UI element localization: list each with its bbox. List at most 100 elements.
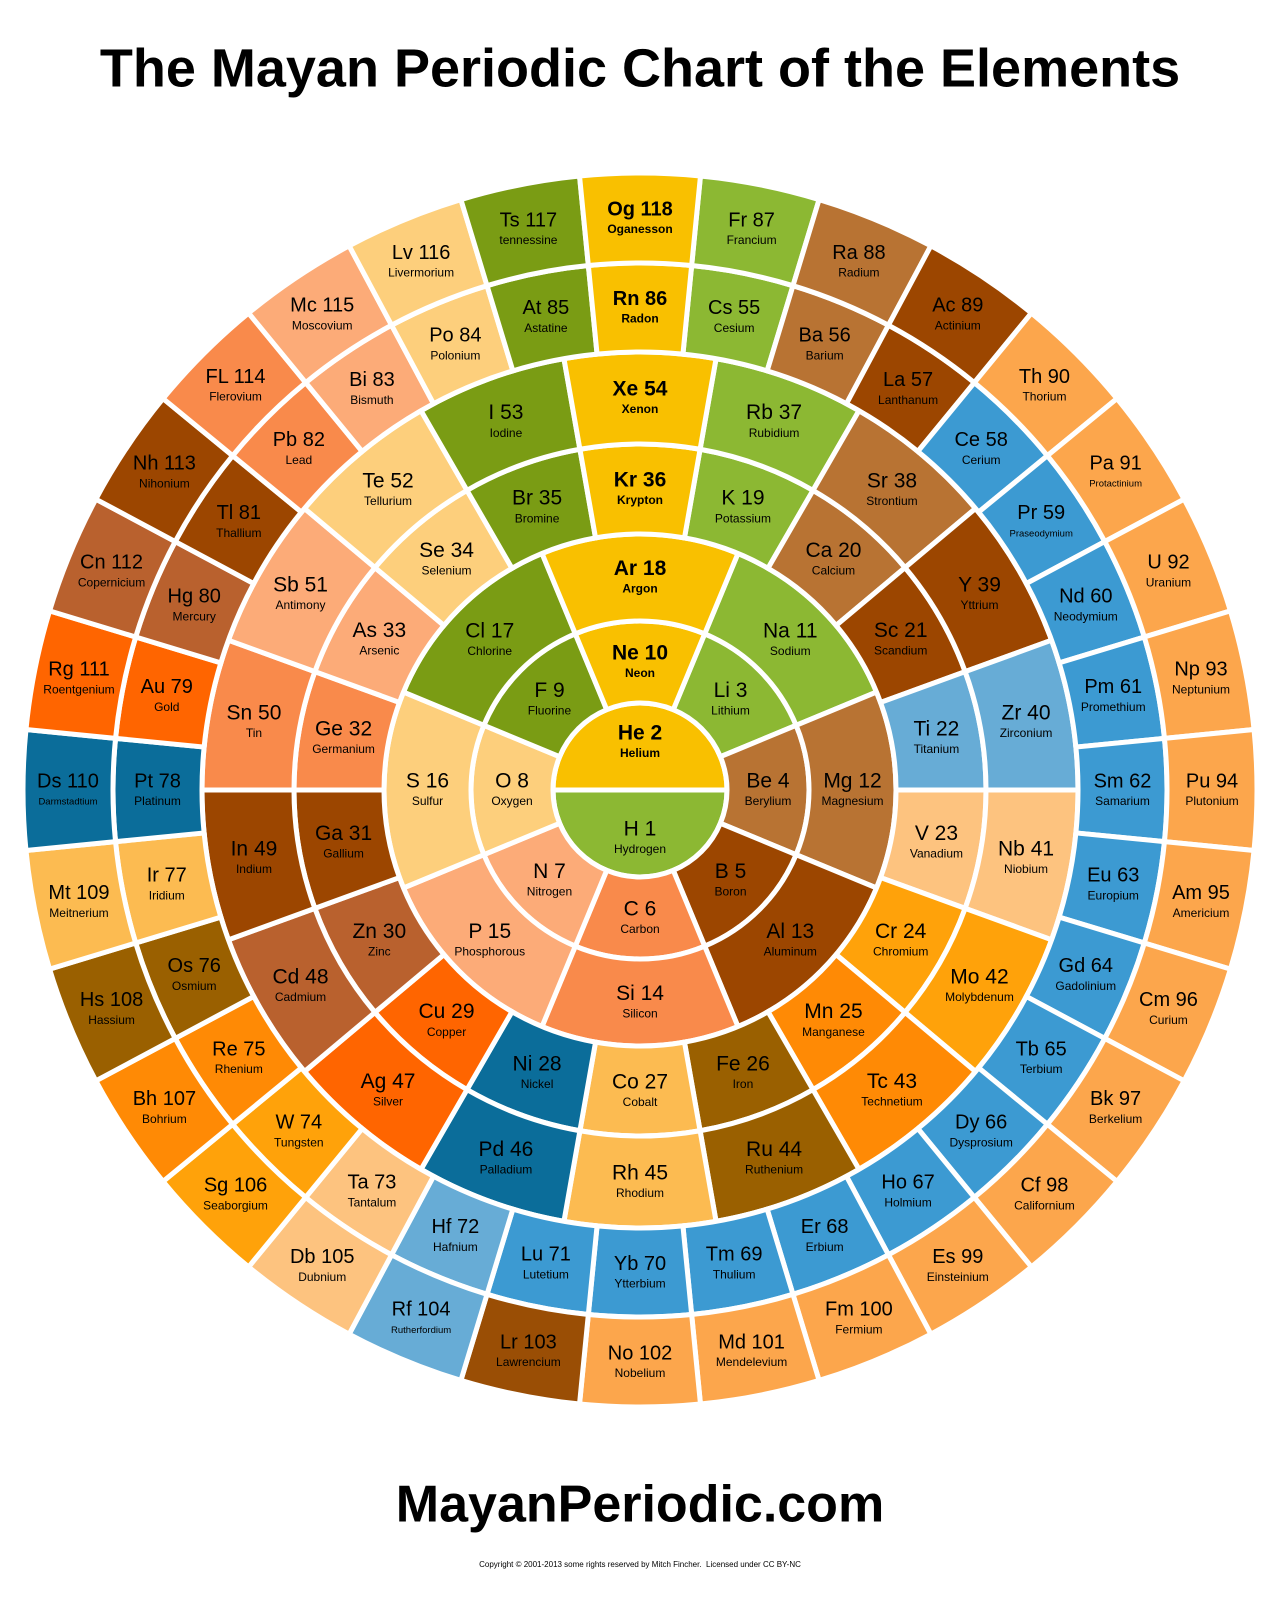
- element-symbol: V 23: [915, 822, 958, 845]
- element-symbol: U 92: [1147, 551, 1189, 573]
- element-name: Cobalt: [623, 1095, 658, 1109]
- element-symbol: Ca 20: [805, 539, 861, 562]
- element-name: Thorium: [1022, 390, 1066, 404]
- element-name: Polonium: [430, 348, 480, 362]
- element-symbol: Pm 61: [1084, 676, 1142, 698]
- element-name: Titanium: [914, 742, 960, 756]
- element-symbol: Ar 18: [614, 557, 667, 580]
- element-name: Astatine: [524, 321, 568, 335]
- element-name: Molybdenum: [945, 990, 1014, 1004]
- element-symbol: Og 118: [607, 198, 673, 220]
- element-symbol: Fm 100: [825, 1299, 893, 1321]
- element-symbol: Ge 32: [315, 717, 372, 740]
- element-name: Europium: [1088, 888, 1139, 902]
- element-name: Gadolinium: [1055, 979, 1116, 993]
- element-symbol: Nh 113: [133, 452, 196, 474]
- element-cell: Mc 115 Moscovium: [245, 242, 395, 387]
- element-symbol: Ho 67: [881, 1171, 934, 1193]
- element-symbol: Pb 82: [273, 429, 325, 451]
- element-symbol: Cs 55: [708, 297, 760, 319]
- element-symbol: Ts 117: [500, 209, 557, 231]
- element-symbol: Au 79: [141, 676, 193, 698]
- element-symbol: Cl 17: [465, 619, 514, 642]
- element-symbol: Th 90: [1019, 366, 1070, 388]
- element-symbol: As 33: [352, 619, 406, 642]
- element-cell: Hs 108 Hassium: [46, 939, 179, 1085]
- element-cell: Og 118 Oganesson: [576, 170, 704, 269]
- element-name: Gold: [154, 700, 179, 714]
- element-symbol: Pu 94: [1186, 770, 1238, 792]
- element-name: Roentgenium: [43, 683, 114, 697]
- element-symbol: Mc 115: [290, 295, 354, 317]
- element-cell: Ts 117 tennessine: [457, 173, 592, 289]
- element-cell: Yb 70 Ytterbium: [585, 1223, 695, 1320]
- element-symbol: Al 13: [766, 920, 814, 943]
- element-name: Mendelevium: [716, 1355, 787, 1369]
- element-name: Argon: [622, 582, 657, 596]
- element-name: Zinc: [368, 945, 391, 959]
- element-name: Bohrium: [142, 1112, 187, 1126]
- element-name: Curium: [1149, 1013, 1188, 1027]
- element-symbol: Dy 66: [955, 1111, 1007, 1133]
- element-name: Neon: [625, 666, 655, 680]
- element-symbol: Co 27: [612, 1071, 668, 1094]
- element-name: Indium: [236, 862, 272, 876]
- element-name: Terbium: [1020, 1062, 1063, 1076]
- element-name: Silicon: [622, 1007, 657, 1021]
- element-symbol: Tl 81: [217, 502, 261, 524]
- element-name: Seaborgium: [203, 1199, 268, 1213]
- element-name: Dubnium: [298, 1270, 346, 1284]
- element-cell: Fr 87 Francium: [688, 173, 823, 289]
- element-symbol: Sm 62: [1094, 770, 1152, 792]
- element-symbol: Mt 109: [48, 882, 109, 904]
- element-name: Aluminum: [764, 944, 817, 958]
- element-name: Oxygen: [491, 794, 532, 808]
- element-name: Neodymium: [1054, 610, 1118, 624]
- element-symbol: Pa 91: [1089, 452, 1141, 474]
- element-name: Magnesium: [821, 794, 883, 808]
- element-symbol: Sc 21: [874, 619, 928, 642]
- element-symbol: Cf 98: [1021, 1175, 1069, 1197]
- element-name: Copper: [427, 1025, 466, 1039]
- element-name: Sodium: [770, 644, 811, 658]
- element-symbol: Md 101: [718, 1331, 785, 1353]
- element-cell: Es 99 Einsteinium: [885, 1193, 1035, 1338]
- element-symbol: Bi 83: [349, 369, 395, 391]
- element-name: Antimony: [276, 598, 326, 612]
- element-cell: Sm 62 Samarium: [1073, 735, 1170, 845]
- element-name: Plutonium: [1185, 794, 1238, 808]
- site-name: MayanPeriodic.com: [396, 1476, 884, 1534]
- element-symbol: Bk 97: [1090, 1088, 1141, 1110]
- element-symbol: At 85: [523, 297, 570, 319]
- element-symbol: Y 39: [958, 574, 1001, 597]
- element-symbol: No 102: [608, 1342, 673, 1364]
- element-symbol: Yb 70: [614, 1253, 666, 1275]
- element-name: Sulfur: [412, 794, 443, 808]
- element-name: Boron: [714, 885, 746, 899]
- copyright: Copyright © 2001-2013 some rights reserv…: [479, 1560, 801, 1569]
- element-name: Bismuth: [350, 393, 393, 407]
- element-symbol: F 9: [534, 679, 564, 702]
- element-name: Lanthanum: [878, 393, 938, 407]
- element-symbol: O 8: [495, 770, 529, 793]
- element-symbol: Na 11: [763, 619, 817, 642]
- element-symbol: Lu 71: [521, 1244, 571, 1266]
- element-name: Palladium: [480, 1163, 533, 1177]
- element-symbol: In 49: [231, 838, 278, 861]
- element-symbol: Ta 73: [347, 1171, 396, 1193]
- element-name: Barium: [806, 348, 844, 362]
- element-name: Berkelium: [1089, 1112, 1142, 1126]
- element-symbol: Tb 65: [1016, 1038, 1067, 1060]
- element-symbol: Li 3: [714, 679, 748, 702]
- element-name: Actinium: [935, 319, 981, 333]
- element-name: Meitnerium: [49, 906, 108, 920]
- element-name: Copernicium: [78, 575, 145, 589]
- element-symbol: Kr 36: [614, 469, 667, 492]
- element-symbol: Po 84: [429, 325, 481, 347]
- element-name: Tellurium: [364, 494, 412, 508]
- element-symbol: Es 99: [932, 1246, 983, 1268]
- element-symbol: Lv 116: [392, 242, 451, 264]
